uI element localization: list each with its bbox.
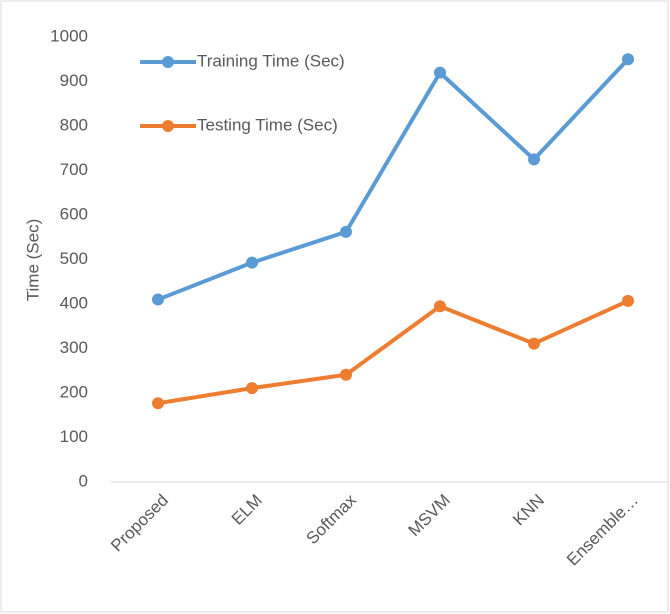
y-tick-label: 1000 xyxy=(50,26,88,45)
y-tick-label: 100 xyxy=(60,427,88,446)
marker xyxy=(528,153,540,166)
marker xyxy=(246,382,258,395)
y-axis-title: Time (Sec) xyxy=(23,219,42,302)
line xyxy=(157,299,629,406)
marker xyxy=(622,53,634,66)
y-tick-label: 700 xyxy=(60,160,88,179)
legend-marker xyxy=(162,56,174,68)
marker xyxy=(434,300,446,313)
legend-label: Training Time (Sec) xyxy=(197,51,345,70)
legend-label: Testing Time (Sec) xyxy=(197,115,338,134)
marker xyxy=(434,66,446,79)
y-tick-label: 800 xyxy=(60,115,88,134)
y-tick-label: 400 xyxy=(60,293,88,312)
legend-marker xyxy=(162,120,174,132)
marker xyxy=(152,397,164,410)
marker xyxy=(340,225,352,238)
marker xyxy=(528,337,540,350)
marker xyxy=(152,293,164,306)
y-tick-label: 200 xyxy=(60,382,88,401)
y-tick-label: 900 xyxy=(60,71,88,90)
marker xyxy=(246,256,258,269)
marker xyxy=(340,368,352,381)
line xyxy=(157,57,630,302)
y-tick-label: 300 xyxy=(60,338,88,357)
y-tick-label: 600 xyxy=(60,204,88,223)
y-tick-label: 500 xyxy=(60,249,88,268)
y-tick-label: 0 xyxy=(79,471,88,490)
marker xyxy=(622,294,634,307)
